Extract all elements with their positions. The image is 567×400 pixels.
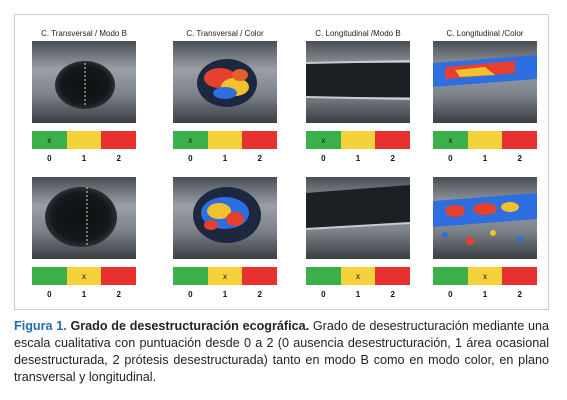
scale-segment-1 bbox=[467, 131, 503, 149]
figure-graphics bbox=[32, 41, 537, 259]
ultrasound-image-r2-c3 bbox=[305, 177, 411, 259]
selected-score-mark: x bbox=[467, 267, 503, 285]
score-scale-r2-c2: x bbox=[173, 267, 278, 285]
scale-segment-0 bbox=[433, 267, 468, 285]
scale-segment-1 bbox=[340, 131, 376, 149]
selected-score-mark: x bbox=[306, 131, 341, 149]
ultrasound-image-r2-c2 bbox=[173, 177, 277, 259]
scale-segment-2 bbox=[101, 131, 137, 149]
scale-segment-1 bbox=[207, 131, 243, 149]
score-scale-r1-c2: x bbox=[173, 131, 278, 149]
ultrasound-image-r2-c1 bbox=[32, 177, 136, 259]
caption-text: Grado de desestructuración mediante una … bbox=[14, 319, 549, 384]
column-title-4: C. Longitudinal /Color bbox=[446, 29, 524, 38]
ultrasound-image-r1-c4 bbox=[433, 41, 537, 123]
ultrasound-image-r1-c3 bbox=[305, 41, 411, 123]
figure-panel: C. Transversal / Modo B C. Transversal /… bbox=[14, 14, 549, 310]
scale-segment-2 bbox=[101, 267, 137, 285]
scale-segment-0 bbox=[32, 267, 67, 285]
score-scale-r2-c1: x bbox=[32, 267, 137, 285]
scale-segment-2 bbox=[375, 131, 411, 149]
caption-title: Grado de desestructuración ecográfica. bbox=[70, 319, 310, 333]
selected-score-mark: x bbox=[173, 131, 208, 149]
score-scale-r1-c3: x bbox=[306, 131, 411, 149]
ultrasound-image-r1-c2 bbox=[173, 41, 277, 123]
scale-segment-2 bbox=[502, 267, 538, 285]
selected-score-mark: x bbox=[340, 267, 376, 285]
score-scale-r2-c3: x bbox=[306, 267, 411, 285]
scale-segment-2 bbox=[502, 131, 538, 149]
scale-segment-2 bbox=[242, 131, 278, 149]
scale-segment-2 bbox=[242, 267, 278, 285]
selected-score-mark: x bbox=[32, 131, 67, 149]
ultrasound-image-r1-c1 bbox=[32, 41, 136, 123]
scale-segment-1 bbox=[66, 131, 102, 149]
column-title-3: C. Longitudinal /Modo B bbox=[315, 29, 401, 38]
selected-score-mark: x bbox=[66, 267, 102, 285]
score-scale-r1-c4: x bbox=[433, 131, 538, 149]
selected-score-mark: x bbox=[207, 267, 243, 285]
scale-segment-0 bbox=[306, 267, 341, 285]
scale-segment-0 bbox=[173, 267, 208, 285]
score-scale-r1-c1: x bbox=[32, 131, 137, 149]
selected-score-mark: x bbox=[433, 131, 468, 149]
caption-label: Figura 1. bbox=[14, 319, 67, 333]
figure-caption: Figura 1. Grado de desestructuración eco… bbox=[14, 318, 549, 386]
column-title-2: C. Transversal / Color bbox=[186, 29, 264, 38]
score-scale-r2-c4: x bbox=[433, 267, 538, 285]
ultrasound-image-r2-c4 bbox=[433, 177, 537, 259]
column-title-1: C. Transversal / Modo B bbox=[41, 29, 127, 38]
scale-segment-2 bbox=[375, 267, 411, 285]
